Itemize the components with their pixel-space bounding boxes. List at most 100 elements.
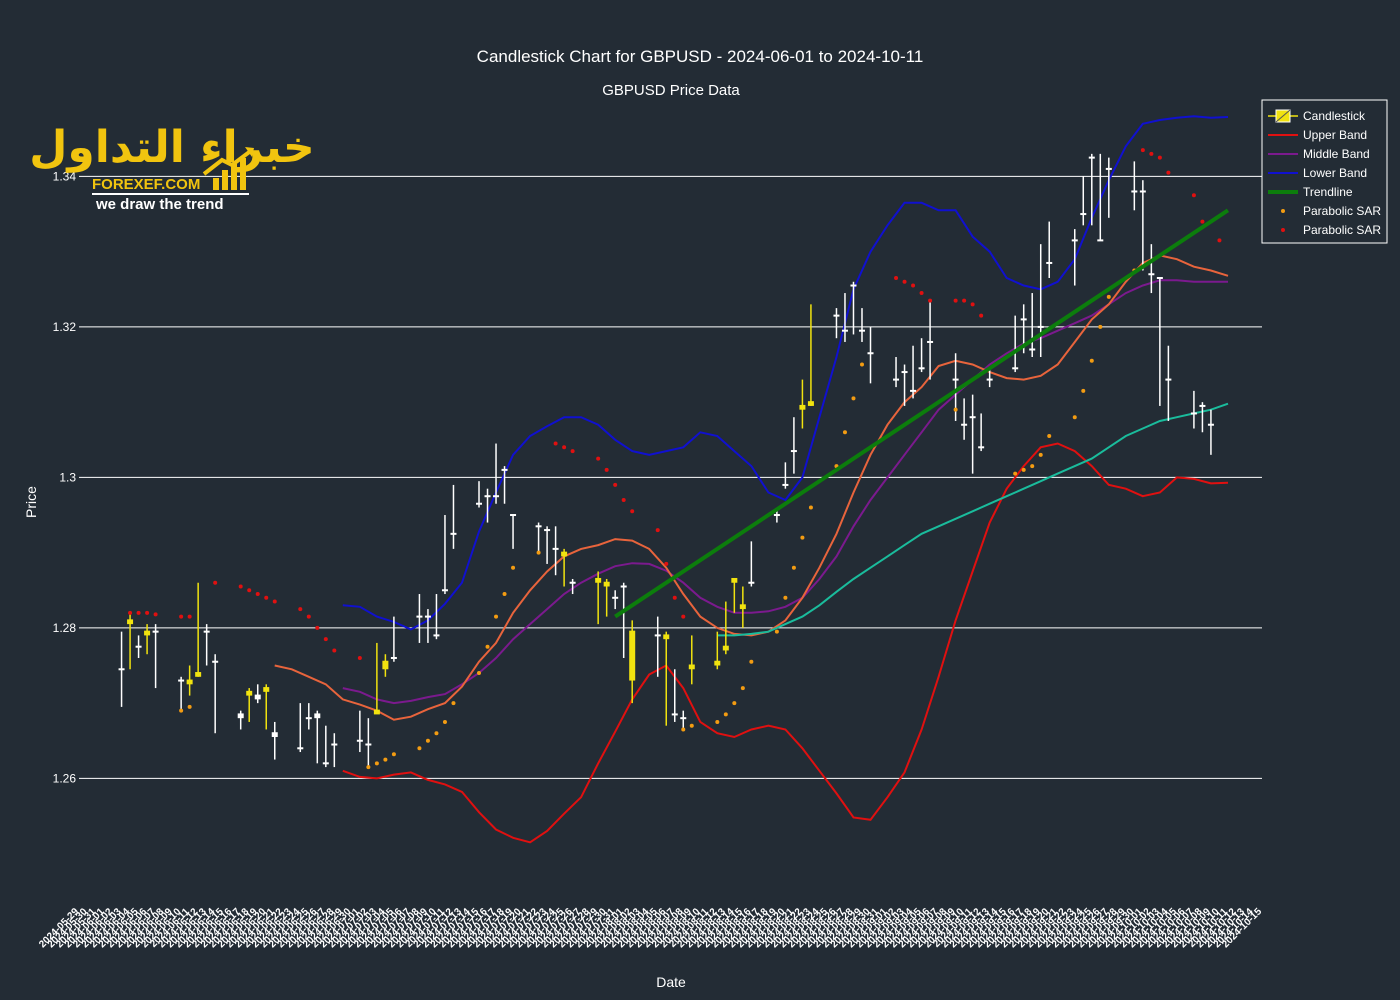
sar-dot-resistance	[357, 655, 362, 660]
sar-dot-support	[1098, 324, 1103, 329]
candle-body	[246, 690, 253, 696]
sar-dot-support	[774, 629, 779, 634]
legend-swatch-dot	[1281, 209, 1285, 213]
sar-dot-resistance	[962, 298, 967, 303]
candle-body	[1046, 261, 1053, 264]
candle-body	[714, 660, 721, 666]
y-tick-label: 1.32	[53, 320, 77, 334]
sar-dot-resistance	[562, 445, 567, 450]
candle-body	[186, 679, 193, 685]
indicator-lines	[274, 115, 1229, 844]
sar-dot-resistance	[596, 456, 601, 461]
candle-body	[1207, 423, 1214, 426]
legend: Candlestick Upper Band Middle Band Lower Ba…	[1261, 99, 1388, 244]
candle-body	[969, 416, 976, 419]
candle-body	[237, 713, 244, 719]
sar-dot-support	[391, 752, 396, 757]
y-axis-title: Price	[23, 486, 39, 518]
candle-body	[1139, 190, 1146, 193]
middle-band-line	[342, 279, 1228, 705]
sar-dot-support	[187, 704, 192, 709]
candle-body	[373, 709, 380, 715]
candle-body	[620, 585, 627, 588]
candle-body	[1105, 167, 1112, 170]
sar-dot-resistance	[247, 588, 252, 593]
moving-average-line	[717, 402, 1229, 637]
legend-label: Parabolic SAR	[1303, 204, 1381, 218]
sar-dot-support	[1030, 464, 1035, 469]
sar-dot-support	[791, 565, 796, 570]
sar-dot-resistance	[970, 302, 975, 307]
sar-dot-support	[1047, 434, 1052, 439]
candle-body	[331, 743, 338, 746]
sar-dot-resistance	[604, 467, 609, 472]
sar-dot-resistance	[672, 595, 677, 600]
candle-body	[731, 577, 738, 583]
sar-dot-resistance	[681, 614, 686, 619]
candle-body	[858, 329, 865, 332]
trendline	[614, 208, 1230, 619]
sar-dot-support	[1072, 415, 1077, 420]
candle-body	[1148, 273, 1155, 276]
candle-body	[654, 634, 661, 637]
sar-dot-resistance	[323, 637, 328, 642]
candle-body	[561, 551, 568, 557]
sar-dot-support	[842, 430, 847, 435]
candle-body	[305, 717, 312, 720]
candle-body	[552, 547, 559, 550]
logo-bars-icon	[202, 147, 254, 190]
sar-dot-resistance	[1217, 238, 1222, 243]
candle-body	[314, 713, 321, 719]
legend-label: Lower Band	[1303, 166, 1367, 180]
candle-body	[680, 717, 687, 720]
candle-body	[544, 529, 551, 532]
candle-body	[595, 577, 602, 583]
sar-dot-support	[859, 362, 864, 367]
sar-dot-resistance	[919, 291, 924, 296]
sar-dot-support	[477, 671, 482, 676]
candle-body	[807, 401, 814, 406]
sar-dot-support	[740, 686, 745, 691]
sar-dot-support	[681, 727, 686, 732]
candle-body	[910, 389, 917, 392]
candle-body	[986, 378, 993, 381]
forexef-logo: خبراء التداول FOREXEF.COM we draw the tr…	[29, 122, 315, 213]
sar-dot-resistance	[306, 614, 311, 619]
candle-body	[833, 314, 840, 317]
candle-body	[663, 634, 670, 640]
sar-dot-support	[417, 746, 422, 751]
sar-dot-resistance	[911, 283, 916, 288]
sar-dot-resistance	[315, 625, 320, 630]
candle-body	[1088, 156, 1095, 159]
candle-body	[782, 483, 789, 486]
grid-lines	[79, 175, 1262, 779]
candle-body	[441, 589, 448, 592]
sar-dot-resistance	[1157, 155, 1162, 160]
candle-body	[569, 581, 576, 584]
candle-body	[901, 371, 908, 374]
sar-dot-resistance	[187, 614, 192, 619]
candle-body	[1199, 404, 1206, 407]
sar-dot-support	[502, 592, 507, 597]
candle-body	[799, 404, 806, 410]
candle-body	[297, 747, 304, 750]
sar-dot-support	[1013, 471, 1018, 476]
y-tick-label: 1.3	[59, 470, 76, 484]
sar-dot-resistance	[213, 580, 218, 585]
sar-dot-resistance	[621, 497, 626, 502]
sar-dot-support	[723, 712, 728, 717]
sar-dot-resistance	[238, 584, 243, 589]
sar-dot-support	[953, 407, 958, 412]
y-tick-label: 1.34	[53, 169, 77, 183]
sar-dot-resistance	[664, 561, 669, 566]
candle-body	[118, 668, 125, 671]
logo-tagline: we draw the trend	[95, 196, 224, 213]
candle-body	[356, 739, 363, 742]
candle-body	[416, 615, 423, 618]
sar-dot-support	[511, 565, 516, 570]
x-axis-title: Date	[656, 974, 686, 990]
sar-dot-support	[451, 701, 456, 706]
sar-dot-support	[1021, 467, 1026, 472]
sar-dot-resistance	[902, 279, 907, 284]
candlesticks	[118, 153, 1214, 768]
